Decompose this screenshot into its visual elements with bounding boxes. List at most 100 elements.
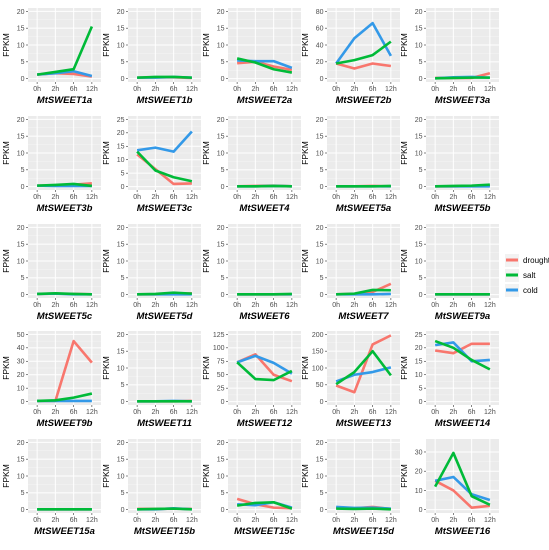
y-tick-label: 15 <box>117 144 125 151</box>
y-tick-label: 10 <box>17 258 25 265</box>
y-tick-label: 100 <box>312 365 324 372</box>
x-tick-label: 6h <box>369 194 377 201</box>
gene-title: MtSWEET6 <box>239 311 290 322</box>
x-tick-label: 6h <box>369 517 377 524</box>
facet-mtsweet5b: 0 5 10 15 20 0h 2h 6h 12h FPKM MtSWEET5b <box>399 116 499 214</box>
y-tick-label: 10 <box>17 42 25 49</box>
y-tick-label: 5 <box>21 275 25 282</box>
x-tick-label: 12h <box>286 86 298 93</box>
gene-title: MtSWEET15a <box>34 526 95 537</box>
series-line-salt <box>37 392 93 403</box>
facet-mtsweet9a: 0 5 10 15 20 0h 2h 6h 12h FPKM MtSWEET9a <box>399 224 499 322</box>
x-tick-label: 6h <box>468 194 476 201</box>
x-tick-label: 2h <box>350 517 358 524</box>
x-tick-label: 12h <box>385 86 397 93</box>
x-tick-label: 0h <box>332 409 340 416</box>
y-tick-label: 10 <box>117 42 125 49</box>
facet-mtsweet9b: 0 10 20 30 40 50 0h 2h 6h 12h FPKM MtSWEET9b <box>1 331 101 429</box>
facet-mtsweet6: 0 5 10 15 20 0h 2h 6h 12h FPKM MtSWEET6 <box>201 224 301 322</box>
x-tick-label: 0h <box>33 86 41 93</box>
x-tick-label: 6h <box>468 409 476 416</box>
x-tick-label: 2h <box>51 517 59 524</box>
series-line-salt <box>435 183 490 188</box>
series-line-cold <box>236 354 293 375</box>
y-tick-label: 20 <box>415 345 423 352</box>
y-axis-title: FPKM <box>201 33 211 57</box>
y-tick-label: 15 <box>316 134 324 141</box>
x-tick-label: 6h <box>70 517 78 524</box>
x-tick-label: 2h <box>51 194 59 201</box>
x-tick-label: 6h <box>170 86 178 93</box>
y-axis-title: FPKM <box>1 249 11 273</box>
y-tick-label: 0 <box>121 76 125 83</box>
y-tick-label: 10 <box>117 157 125 164</box>
series-line-salt <box>336 288 391 296</box>
gene-title: MtSWEET16 <box>435 526 491 537</box>
y-tick-label: 15 <box>17 457 25 464</box>
y-tick-label: 20 <box>415 469 423 476</box>
series-line-drought <box>236 497 292 510</box>
y-tick-label: 10 <box>17 473 25 480</box>
y-tick-label: 20 <box>17 440 25 447</box>
x-tick-label: 0h <box>33 409 41 416</box>
y-tick-label: 20 <box>117 130 125 137</box>
facet-mtsweet12: 0 25 50 75 100 125 0h 2h 6h 12h FPKM MtSWEET12 <box>201 331 301 429</box>
facet-mtsweet1a: 0 5 10 15 20 0h 2h 6h 12h FPKM MtSWEET1a <box>1 8 101 106</box>
gene-title: MtSWEET9a <box>435 311 490 322</box>
x-tick-label: 2h <box>449 517 457 524</box>
y-axis-title: FPKM <box>1 33 11 57</box>
y-tick-label: 15 <box>316 457 324 464</box>
y-tick-label: 25 <box>415 332 423 339</box>
y-axis-title: FPKM <box>399 464 409 488</box>
y-axis-title: FPKM <box>101 356 111 380</box>
series-line-salt <box>236 500 293 510</box>
y-tick-label: 20 <box>415 117 423 124</box>
y-tick-label: 10 <box>316 473 324 480</box>
y-tick-label: 10 <box>415 488 423 495</box>
y-axis-title: FPKM <box>1 356 11 380</box>
y-tick-label: 15 <box>117 457 125 464</box>
y-tick-label: 40 <box>17 345 25 352</box>
y-tick-label: 20 <box>217 225 225 232</box>
x-tick-label: 6h <box>70 409 78 416</box>
x-tick-label: 12h <box>286 302 298 309</box>
y-axis-title: FPKM <box>201 249 211 273</box>
x-tick-label: 12h <box>385 517 397 524</box>
y-tick-label: 15 <box>415 359 423 366</box>
facet-mtsweet15b: 0 5 10 15 20 0h 2h 6h 12h FPKM MtSWEET15b <box>101 439 201 537</box>
x-tick-label: 6h <box>369 86 377 93</box>
x-tick-label: 6h <box>170 409 178 416</box>
x-tick-label: 6h <box>70 302 78 309</box>
facet-mtsweet2a: 0 5 10 15 20 0h 2h 6h 12h FPKM MtSWEET2a <box>201 8 301 106</box>
y-tick-label: 10 <box>415 150 423 157</box>
y-tick-label: 0 <box>419 507 423 514</box>
y-axis-title: FPKM <box>201 356 211 380</box>
y-tick-label: 5 <box>221 490 225 497</box>
x-tick-label: 2h <box>151 409 159 416</box>
legend-label-salt: salt <box>523 271 536 280</box>
y-tick-label: 40 <box>316 42 324 49</box>
y-axis-title: FPKM <box>1 464 11 488</box>
series-line-cold <box>136 130 193 153</box>
y-tick-label: 5 <box>320 490 324 497</box>
y-tick-label: 0 <box>419 399 423 406</box>
x-tick-label: 0h <box>33 302 41 309</box>
y-axis-title: FPKM <box>201 141 211 165</box>
facet-mtsweet3a: 0 5 10 15 20 0h 2h 6h 12h FPKM MtSWEET3a <box>399 8 499 106</box>
x-tick-label: 0h <box>431 302 439 309</box>
y-tick-label: 200 <box>312 332 324 339</box>
x-tick-label: 12h <box>186 409 198 416</box>
y-tick-label: 10 <box>217 42 225 49</box>
x-tick-label: 12h <box>186 517 198 524</box>
gene-title: MtSWEET12 <box>237 418 293 429</box>
y-tick-label: 0 <box>21 76 25 83</box>
x-tick-label: 6h <box>270 409 278 416</box>
facet-mtsweet15d: 0 5 10 15 20 0h 2h 6h 12h FPKM MtSWEET15d <box>300 439 400 537</box>
x-tick-label: 6h <box>369 409 377 416</box>
facet-mtsweet3c: 0 5 10 15 20 25 0h 2h 6h 12h FPKM MtSWEET3c <box>101 116 201 214</box>
legend: drought salt cold <box>505 254 549 297</box>
y-tick-label: 0 <box>21 292 25 299</box>
y-axis-title: FPKM <box>101 249 111 273</box>
y-tick-label: 15 <box>217 26 225 33</box>
y-tick-label: 15 <box>117 349 125 356</box>
